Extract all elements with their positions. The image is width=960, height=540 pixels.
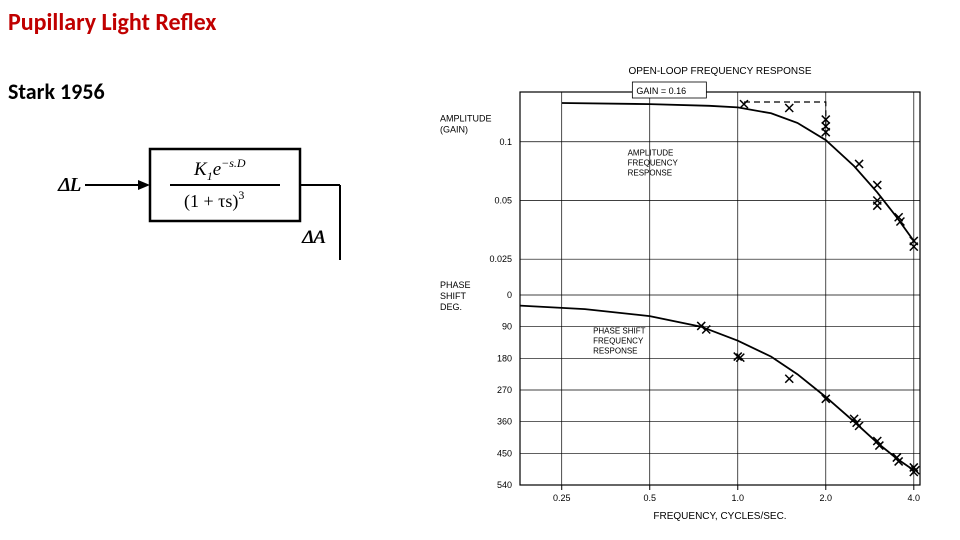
page-subtitle: Stark 1956 [8,78,105,105]
svg-text:2.0: 2.0 [820,493,833,503]
svg-text:180: 180 [497,353,512,363]
block-diagram: ΔLΔLK1e−s.D(1 + τs)3ΔAΔA [40,130,370,270]
svg-text:450: 450 [497,448,512,458]
svg-text:0.5: 0.5 [643,493,656,503]
svg-text:FREQUENCY: FREQUENCY [628,159,679,168]
svg-text:DEG.: DEG. [440,302,462,312]
svg-text:4.0: 4.0 [908,493,921,503]
svg-text:1.0: 1.0 [732,493,745,503]
page-title: Pupillary Light Reflex [8,8,216,37]
bode-plot: 0.1 0.05 0.025 0 90 180 270 360 450 540 0.25 0.5 1.0… [400,60,940,530]
svg-text:540: 540 [497,480,512,490]
svg-text:0.1: 0.1 [499,137,512,147]
svg-text:PHASE SHIFT: PHASE SHIFT [593,327,646,336]
svg-text:FREQUENCY: FREQUENCY [593,337,644,346]
svg-text:0: 0 [507,290,512,300]
svg-text:FREQUENCY, CYCLES/SEC.: FREQUENCY, CYCLES/SEC. [653,511,786,522]
svg-text:270: 270 [497,385,512,395]
svg-text:ΔA: ΔA [302,227,326,248]
svg-text:RESPONSE: RESPONSE [628,169,672,178]
svg-text:ΔL: ΔL [58,174,82,196]
svg-text:SHIFT: SHIFT [440,291,467,301]
svg-text:0.25: 0.25 [553,493,571,503]
svg-text:AMPLITUDE: AMPLITUDE [440,113,492,123]
svg-text:0.025: 0.025 [489,254,512,264]
svg-text:RESPONSE: RESPONSE [593,347,637,356]
svg-text:AMPLITUDE: AMPLITUDE [628,149,674,158]
svg-text:(GAIN): (GAIN) [440,124,468,134]
svg-text:K1e−s.D: K1e−s.D [193,156,246,183]
svg-text:90: 90 [502,322,512,332]
svg-text:(1 + τs)3: (1 + τs)3 [184,188,244,212]
svg-text:PHASE: PHASE [440,280,471,290]
svg-text:0.05: 0.05 [494,195,512,205]
svg-text:GAIN = 0.16: GAIN = 0.16 [636,86,686,96]
svg-text:OPEN-LOOP FREQUENCY RESPONSE: OPEN-LOOP FREQUENCY RESPONSE [628,66,811,77]
svg-text:360: 360 [497,417,512,427]
